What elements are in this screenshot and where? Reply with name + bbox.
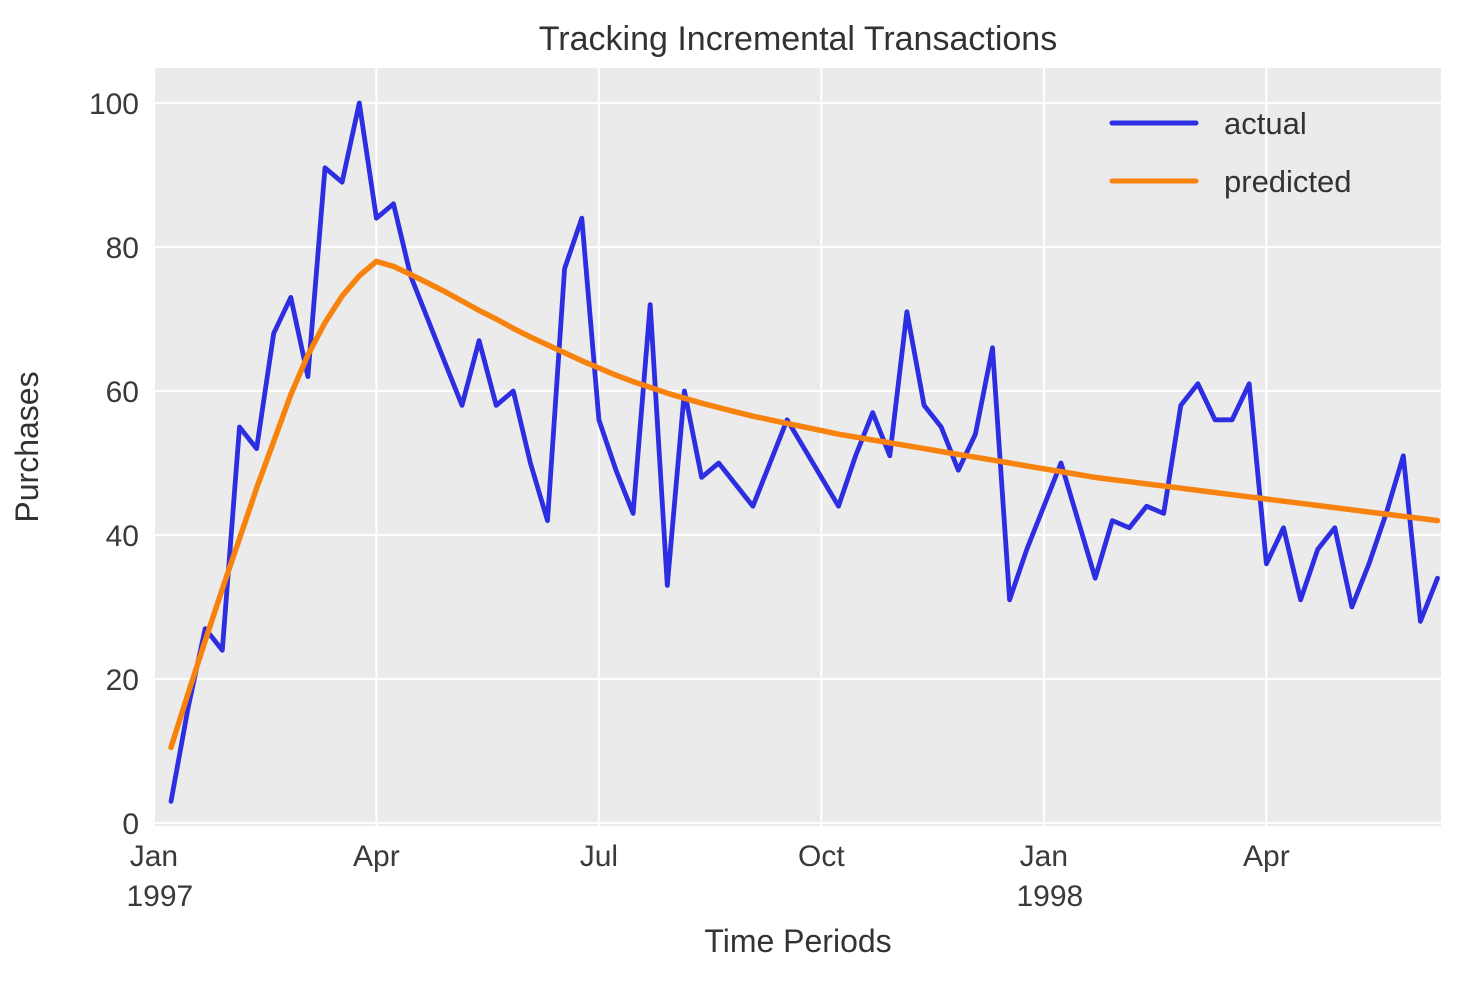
predicted-line bbox=[168, 258, 1441, 751]
x-tick-label: Oct bbox=[798, 840, 845, 873]
y-tick-label: 0 bbox=[122, 808, 139, 841]
y-tick-label: 60 bbox=[106, 376, 139, 409]
y-tick-labels: 0 20 40 60 80 100 bbox=[89, 88, 139, 841]
series-lines bbox=[168, 100, 1441, 804]
x-tick-year-label: 1997 bbox=[127, 880, 194, 913]
actual-line bbox=[168, 100, 1440, 804]
plot-area bbox=[155, 68, 1441, 826]
x-tick-label: Apr bbox=[1243, 840, 1290, 873]
legend-label-actual: actual bbox=[1224, 106, 1307, 141]
x-tick-label: Jul bbox=[580, 840, 618, 873]
chart-title: Tracking Incremental Transactions bbox=[539, 20, 1057, 58]
y-tick-label: 20 bbox=[106, 664, 139, 697]
x-tick-label: Jan bbox=[130, 840, 178, 873]
y-tick-label: 80 bbox=[106, 232, 139, 265]
y-tick-label: 100 bbox=[89, 88, 139, 121]
y-tick-label: 40 bbox=[106, 520, 139, 553]
x-axis-label: Time Periods bbox=[704, 923, 891, 959]
y-axis-label: Purchases bbox=[9, 371, 45, 522]
x-tick-label: Apr bbox=[353, 840, 400, 873]
gridlines bbox=[155, 68, 1441, 826]
x-tick-year-label: 1998 bbox=[1016, 880, 1083, 913]
legend: actual predicted bbox=[1109, 106, 1352, 199]
x-tick-label: Jan bbox=[1020, 840, 1068, 873]
x-tick-labels: Jan 1997 Apr Jul Oct Jan 1998 Apr bbox=[127, 840, 1290, 913]
legend-label-predicted: predicted bbox=[1224, 164, 1352, 199]
